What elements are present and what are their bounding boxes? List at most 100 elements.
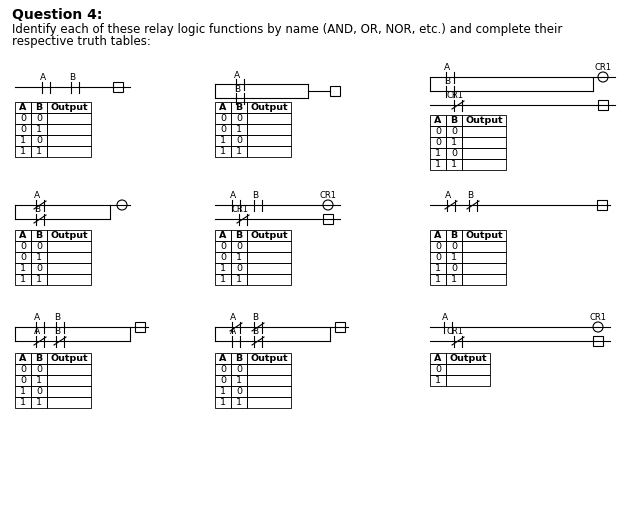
Text: 0: 0 bbox=[435, 127, 441, 136]
Text: 1: 1 bbox=[20, 275, 26, 284]
Text: respective truth tables:: respective truth tables: bbox=[12, 35, 151, 48]
Bar bbox=[47, 135, 91, 146]
Text: A: A bbox=[434, 231, 442, 240]
Bar bbox=[446, 353, 490, 364]
Text: 0: 0 bbox=[220, 365, 226, 374]
Text: 1: 1 bbox=[451, 275, 457, 284]
Text: A: A bbox=[219, 354, 227, 363]
Bar bbox=[462, 263, 506, 274]
Bar bbox=[31, 397, 47, 408]
Bar bbox=[446, 364, 490, 375]
Text: 1: 1 bbox=[236, 147, 242, 156]
Text: 1: 1 bbox=[220, 398, 226, 407]
Bar bbox=[15, 263, 31, 274]
Bar bbox=[430, 115, 446, 126]
Bar bbox=[446, 375, 490, 386]
Text: B: B bbox=[36, 354, 43, 363]
Bar bbox=[462, 126, 506, 137]
Bar bbox=[231, 386, 247, 397]
Text: B: B bbox=[236, 231, 243, 240]
Bar bbox=[15, 386, 31, 397]
Bar bbox=[215, 274, 231, 285]
Bar bbox=[247, 113, 291, 124]
Text: A: A bbox=[34, 314, 40, 323]
Bar bbox=[31, 124, 47, 135]
Text: 0: 0 bbox=[20, 365, 26, 374]
Bar bbox=[31, 102, 47, 113]
Bar bbox=[446, 263, 462, 274]
Bar bbox=[15, 113, 31, 124]
Bar bbox=[47, 375, 91, 386]
Text: 1: 1 bbox=[236, 125, 242, 134]
Bar bbox=[47, 146, 91, 157]
Bar bbox=[47, 124, 91, 135]
Text: A: A bbox=[219, 103, 227, 112]
Bar bbox=[215, 252, 231, 263]
Text: A: A bbox=[444, 64, 450, 73]
Bar bbox=[47, 230, 91, 241]
Bar bbox=[231, 252, 247, 263]
Bar bbox=[430, 241, 446, 252]
Text: 0: 0 bbox=[220, 253, 226, 262]
Bar bbox=[247, 364, 291, 375]
Text: A: A bbox=[434, 354, 442, 363]
Bar bbox=[430, 230, 446, 241]
Text: 1: 1 bbox=[20, 147, 26, 156]
Text: 0: 0 bbox=[36, 242, 42, 251]
Bar bbox=[47, 241, 91, 252]
Bar bbox=[215, 263, 231, 274]
Bar bbox=[335, 322, 345, 332]
Bar bbox=[430, 375, 446, 386]
Bar bbox=[430, 148, 446, 159]
Text: Output: Output bbox=[465, 116, 503, 125]
Text: B: B bbox=[69, 74, 75, 82]
Text: 0: 0 bbox=[220, 242, 226, 251]
Text: 1: 1 bbox=[435, 149, 441, 158]
Bar bbox=[15, 397, 31, 408]
Bar bbox=[47, 252, 91, 263]
Bar bbox=[446, 115, 462, 126]
Bar bbox=[430, 263, 446, 274]
Text: Output: Output bbox=[50, 231, 88, 240]
Text: 1: 1 bbox=[435, 264, 441, 273]
Text: 1: 1 bbox=[36, 376, 42, 385]
Bar bbox=[430, 126, 446, 137]
Text: CR1: CR1 bbox=[446, 91, 464, 100]
Text: A: A bbox=[445, 191, 451, 200]
Text: 0: 0 bbox=[435, 365, 441, 374]
Text: 1: 1 bbox=[20, 387, 26, 396]
Text: A: A bbox=[19, 354, 27, 363]
Bar bbox=[215, 386, 231, 397]
Bar bbox=[47, 102, 91, 113]
Bar bbox=[593, 336, 603, 346]
Bar bbox=[231, 135, 247, 146]
Text: 0: 0 bbox=[36, 264, 42, 273]
Text: B: B bbox=[252, 314, 258, 323]
Text: Output: Output bbox=[50, 354, 88, 363]
Bar bbox=[47, 353, 91, 364]
Bar bbox=[15, 230, 31, 241]
Bar bbox=[462, 252, 506, 263]
Bar bbox=[31, 386, 47, 397]
Bar bbox=[215, 241, 231, 252]
Bar bbox=[47, 113, 91, 124]
Bar bbox=[15, 252, 31, 263]
Text: 0: 0 bbox=[236, 136, 242, 145]
Bar bbox=[446, 126, 462, 137]
Text: 1: 1 bbox=[451, 160, 457, 169]
Text: 1: 1 bbox=[36, 253, 42, 262]
Bar bbox=[15, 102, 31, 113]
Text: CR1: CR1 bbox=[594, 63, 612, 72]
Text: 0: 0 bbox=[20, 242, 26, 251]
Bar bbox=[15, 274, 31, 285]
Text: 0: 0 bbox=[451, 264, 457, 273]
Text: Output: Output bbox=[449, 354, 487, 363]
Bar bbox=[31, 364, 47, 375]
Bar bbox=[47, 263, 91, 274]
Text: A: A bbox=[230, 314, 236, 323]
Bar bbox=[446, 274, 462, 285]
Bar bbox=[47, 364, 91, 375]
Text: 0: 0 bbox=[435, 138, 441, 147]
Bar bbox=[215, 135, 231, 146]
Text: CR1: CR1 bbox=[319, 190, 337, 199]
